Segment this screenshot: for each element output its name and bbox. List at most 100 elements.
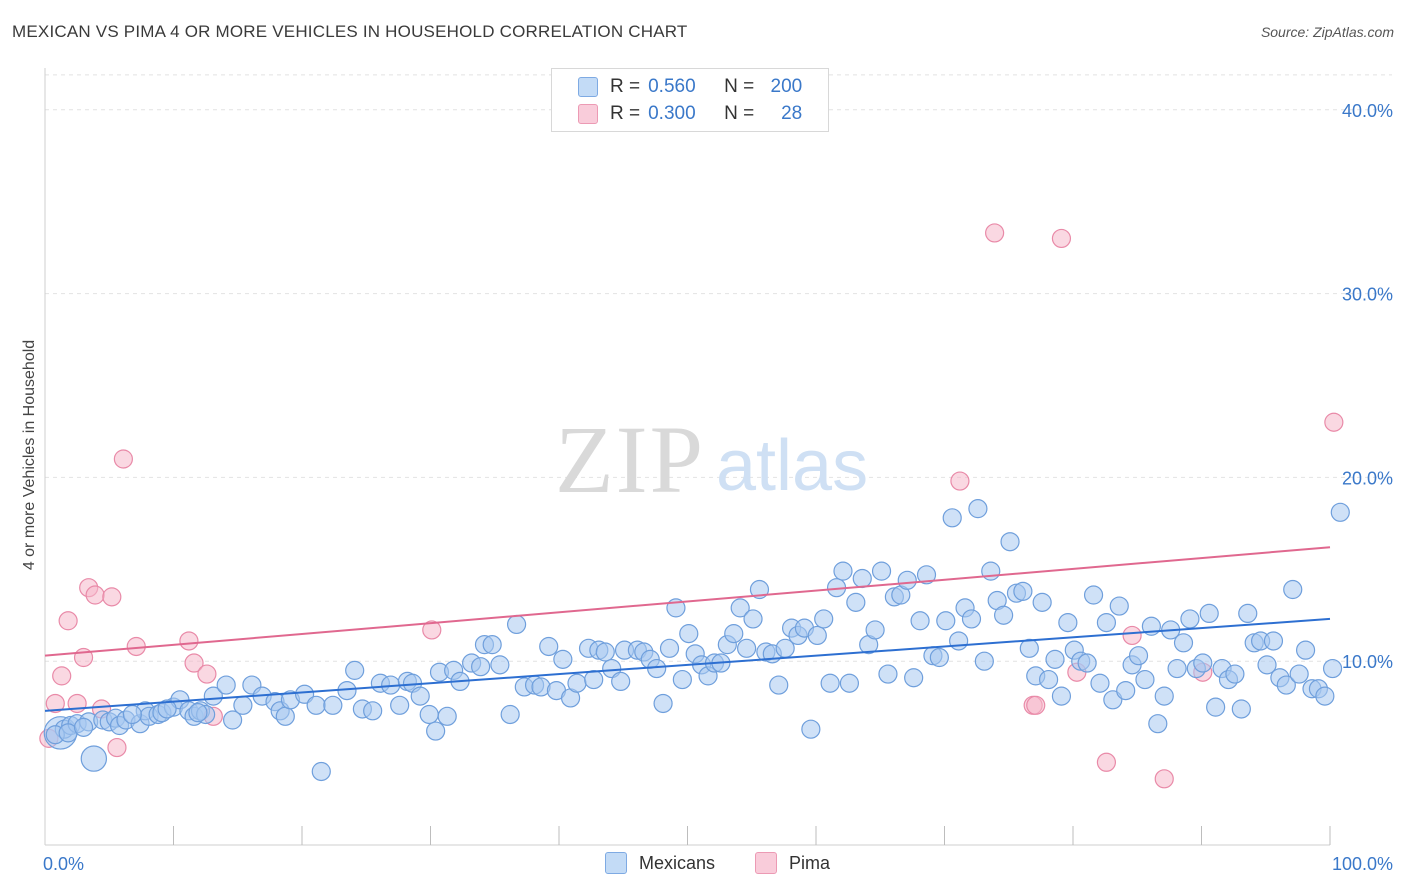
legend-swatch-pima [755,852,777,874]
mexicans-point [659,638,680,658]
mexicans-point [871,561,892,581]
legend-n-value: 200 [770,76,803,97]
mexicans-point [929,647,949,668]
mexicans-point [1135,669,1155,690]
mexicans-point [1000,532,1020,552]
mexicans-point [949,631,969,651]
mexicans-point [820,673,840,693]
legend-label-mexicans: Mexicans [639,852,716,873]
mexicans-point [994,605,1014,625]
mexicans-point [490,655,510,675]
mexicans-point [801,719,821,739]
mexicans-point [306,695,326,715]
mexicans-point [1315,686,1335,706]
legend-r-label: R = [610,103,641,124]
mexicans-point [539,636,559,657]
legend-n-label: N = [724,76,755,97]
pima-point [197,664,217,684]
pima-point [58,611,78,631]
mexicans-point [653,693,673,714]
pima-point [107,737,127,758]
watermark-atlas: atlas [716,426,868,506]
pima-point [85,585,105,605]
mexicans-point [878,664,898,684]
mexicans-point [1083,585,1104,605]
mexicans-point [482,635,502,655]
mexicans-point [1167,658,1187,679]
mexicans-point [419,704,439,725]
mexicans-point [807,625,827,646]
mexicans-point [904,668,924,688]
mexicans-point [390,695,410,715]
mexicans-point [1116,680,1136,701]
mexicans-point [1154,686,1174,706]
y-tick-label: 10.0% [1342,652,1393,672]
x-tick-label: 100.0% [1332,854,1393,874]
pima-point [113,449,133,469]
mexicans-point [584,669,604,690]
pima-point [184,653,204,673]
watermark-zip: ZIP [555,406,705,513]
mexicans-point [294,684,315,704]
legend-swatch-pima [578,104,598,124]
pima-point [985,223,1005,243]
mexicans-point [122,704,142,725]
mexicans-point [1276,675,1296,695]
pima-point [950,471,970,491]
mexicans-point [814,609,834,629]
mexicans-point [1109,596,1129,616]
grid-lines [45,74,1392,662]
mexicans-point [506,614,527,635]
mexicans-point [737,638,757,658]
mexicans-point [363,701,383,721]
mexicans-point [839,673,860,693]
mexicans-point [846,592,866,612]
pima-point [1026,695,1046,715]
mexicans-point [1206,697,1226,717]
y-tick-label: 30.0% [1342,285,1393,305]
legend-swatch-mexicans [605,852,627,874]
mexicans-point [1330,502,1350,522]
mexicans-points [43,499,1350,782]
mexicans-point [672,669,692,690]
y-tick-label: 20.0% [1342,468,1393,488]
mexicans-point [833,561,853,581]
legend-swatch-mexicans [578,77,598,97]
mexicans-point [743,609,763,629]
legend-item-pima: Pima [755,852,830,874]
pima-point [45,693,65,714]
mexicans-point [80,745,108,772]
mexicans-point [961,609,982,629]
pima-point [1324,412,1344,432]
mexicans-point [769,675,789,695]
mexicans-point [471,657,491,677]
mexicans-point [981,561,1001,581]
mexicans-point [936,611,956,631]
pima-point [179,631,199,651]
mexicans-point [942,508,962,528]
mexicans-point [188,703,208,723]
x-tick-label: 0.0% [43,854,84,874]
mexicans-point [968,499,988,519]
mexicans-point [1045,649,1065,669]
mexicans-point [1013,581,1033,601]
legend-r-value: 0.300 [648,103,696,124]
pima-point [422,620,442,640]
mexicans-trend-line [44,617,1331,712]
mexicans-point [1128,646,1149,666]
mexicans-point [1257,655,1277,675]
mexicans-point [1148,714,1168,734]
legend-r-label: R = [610,76,641,97]
mexicans-point [1032,592,1052,612]
mexicans-point [1077,653,1097,673]
mexicans-point [1238,603,1258,624]
mexicans-point [426,721,446,741]
source-label: Source: ZipAtlas.com [1260,24,1394,40]
mexicans-point [647,658,667,679]
mexicans-point [724,624,744,644]
y-tick-label: 40.0% [1342,101,1393,121]
legend-item-mexicans: Mexicans [605,852,715,874]
mexicans-point [410,686,430,706]
legend-row-mexicans: R = 0.560 N = 200 [578,76,802,98]
